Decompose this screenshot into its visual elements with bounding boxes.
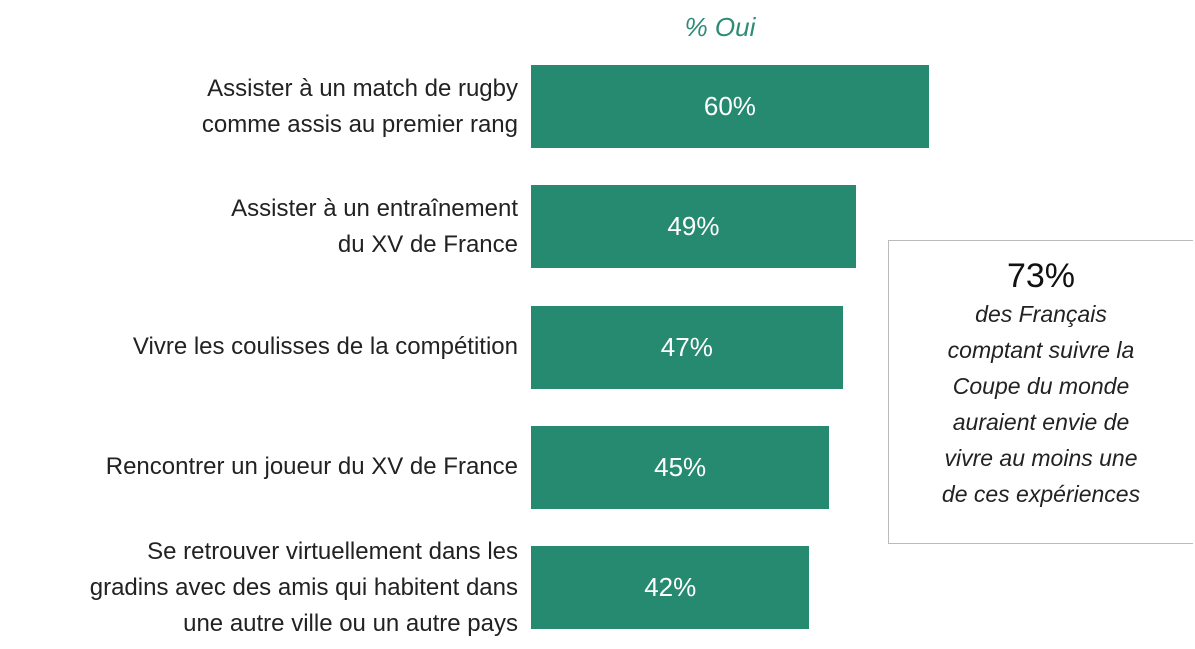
bar: 49% xyxy=(531,185,856,269)
callout-text: des Français comptant suivre la Coupe du… xyxy=(941,301,1141,507)
category-label: Assister à un match de rugby comme assis… xyxy=(201,74,518,138)
value-label: 47% xyxy=(660,331,713,362)
value-label: 49% xyxy=(667,211,720,242)
bar: 47% xyxy=(531,305,843,389)
callout-headline: 73% xyxy=(1006,257,1076,295)
category-label: Rencontrer un joueur du XV de France xyxy=(105,453,518,481)
bar: 42% xyxy=(531,546,810,630)
value-label: 45% xyxy=(654,451,707,482)
value-label: 42% xyxy=(644,572,697,603)
bar: 60% xyxy=(531,65,929,148)
category-label: Assister à un entraînement du XV de Fran… xyxy=(231,194,518,258)
callout-box: 73% des Français comptant suivre la Coup… xyxy=(888,240,1193,544)
category-label: Se retrouver virtuellement dans les grad… xyxy=(89,537,518,637)
category-label: Vivre les coulisses de la compétition xyxy=(132,333,518,361)
bar: 45% xyxy=(531,425,830,509)
chart-subtitle: % Oui xyxy=(684,12,756,42)
value-label: 60% xyxy=(703,91,756,121)
